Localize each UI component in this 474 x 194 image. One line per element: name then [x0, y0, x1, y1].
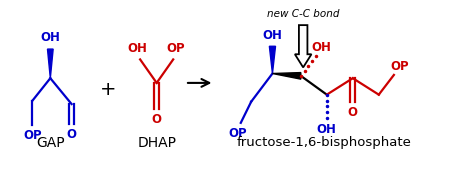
- Polygon shape: [47, 49, 53, 78]
- Text: OH: OH: [312, 41, 331, 54]
- Text: O: O: [66, 128, 77, 141]
- Text: OP: OP: [390, 60, 409, 73]
- Polygon shape: [273, 73, 301, 79]
- Text: OH: OH: [40, 31, 60, 44]
- Text: O: O: [152, 113, 162, 126]
- Text: +: +: [100, 81, 117, 100]
- Text: O: O: [348, 106, 358, 119]
- Text: OH: OH: [263, 29, 283, 42]
- Text: OH: OH: [128, 42, 147, 55]
- Text: OH: OH: [317, 123, 337, 136]
- FancyArrow shape: [295, 25, 311, 67]
- Text: OP: OP: [23, 129, 42, 142]
- Text: GAP: GAP: [36, 136, 64, 150]
- Text: OP: OP: [167, 42, 185, 55]
- Text: OP: OP: [228, 127, 247, 140]
- Text: new C-C bond: new C-C bond: [267, 10, 339, 19]
- Text: DHAP: DHAP: [137, 136, 176, 150]
- Text: fructose-1,6-bisphosphate: fructose-1,6-bisphosphate: [237, 136, 412, 149]
- Polygon shape: [269, 46, 275, 74]
